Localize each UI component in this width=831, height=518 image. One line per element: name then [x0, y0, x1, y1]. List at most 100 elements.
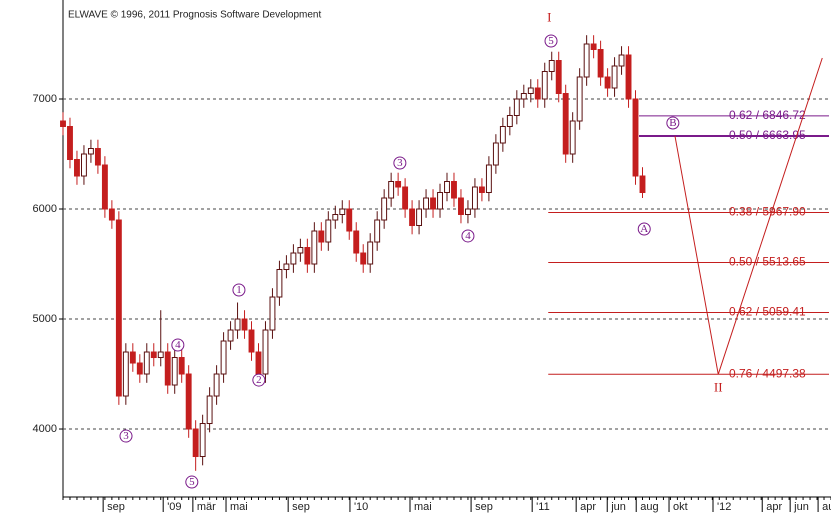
x-tick-label: apr — [580, 501, 596, 513]
x-tick-label: '09 — [167, 501, 181, 513]
retracement-label: 0.50 / 6663.95 — [729, 128, 806, 142]
candle-body — [604, 76, 611, 89]
wave-label: II — [714, 379, 723, 394]
candle-body — [520, 93, 527, 100]
candle-body — [395, 181, 402, 188]
wave-label: 4 — [465, 230, 471, 242]
candle-body — [548, 60, 555, 73]
candle-body — [136, 362, 143, 375]
candle-body — [255, 351, 262, 375]
candle-body — [108, 208, 115, 221]
candle-body — [346, 208, 353, 232]
candle-body — [381, 197, 388, 221]
candle-body — [569, 120, 576, 155]
x-tick-label: sep — [107, 501, 125, 513]
candle-body — [311, 230, 318, 265]
wave-label: A — [640, 223, 648, 235]
candle-body — [534, 87, 541, 100]
candle-body — [492, 142, 499, 166]
candle-body — [471, 186, 478, 210]
retracement-label: 0.76 / 4497.38 — [729, 366, 806, 380]
candle-body — [234, 318, 241, 331]
candle-body — [74, 159, 80, 177]
wave-circle — [637, 222, 651, 236]
y-tick-label: 5000 — [33, 313, 57, 325]
candle-body — [318, 230, 325, 243]
candle-body — [332, 214, 339, 221]
x-tick-label: '12 — [717, 501, 731, 513]
wave-label: 2 — [256, 374, 262, 386]
candle-body — [367, 241, 374, 265]
candle-body — [199, 423, 206, 458]
candle-body — [416, 208, 423, 227]
x-tick-label: mai — [230, 501, 248, 513]
candle-body — [625, 54, 632, 100]
x-tick-label: sep — [292, 501, 310, 513]
wave-label: 3 — [123, 430, 129, 442]
x-tick-label: '10 — [354, 501, 368, 513]
candle-body — [67, 126, 73, 161]
candle-body — [632, 98, 639, 177]
candle-body — [220, 340, 227, 375]
wave-label: 3 — [397, 157, 403, 169]
x-tick-label: apr — [766, 501, 782, 513]
retracement-label: 0.62 / 6846.72 — [729, 108, 806, 122]
candle-body — [262, 329, 269, 375]
candle-body — [94, 148, 101, 166]
candle-body — [206, 395, 213, 425]
wave-label: 1 — [236, 284, 242, 296]
candle-body — [499, 126, 506, 144]
candle-body — [227, 329, 234, 342]
candle-body — [513, 98, 520, 117]
wave-circle — [252, 373, 266, 387]
x-tick-label: okt — [673, 501, 688, 513]
projection-line — [674, 57, 823, 375]
wave-circle — [232, 283, 246, 297]
y-tick-label: 6000 — [33, 203, 57, 215]
retracement-label: 0.38 / 5967.90 — [729, 205, 806, 219]
candle-body — [87, 148, 94, 155]
candle-body — [122, 351, 129, 397]
candle-body — [143, 351, 150, 375]
candle-body — [541, 71, 548, 100]
candle-body — [611, 65, 618, 89]
candle-body — [485, 164, 492, 194]
candle-body — [290, 252, 297, 265]
candle-body — [248, 329, 255, 353]
candle-body — [213, 373, 220, 397]
candle-body — [437, 192, 443, 210]
x-tick-label: jun — [793, 501, 809, 513]
wave-label: I — [547, 10, 551, 25]
wave-circle — [544, 34, 558, 48]
x-tick-label: jun — [610, 501, 626, 513]
candle-body — [639, 175, 646, 194]
chart-title: ELWAVE © 1996, 2011 Prognosis Software D… — [68, 10, 321, 21]
candle-body — [597, 49, 604, 78]
wave-label: B — [669, 117, 676, 129]
candle-body — [527, 87, 534, 95]
candle-body — [129, 351, 136, 364]
candle-body — [192, 428, 199, 458]
candle-body — [81, 153, 87, 177]
wave-circle — [185, 475, 199, 489]
candle-body — [444, 181, 450, 194]
wave-label: 5 — [548, 35, 554, 47]
x-tick-label: sep — [475, 501, 493, 513]
wave-circle — [666, 116, 680, 130]
candle-body — [171, 357, 178, 386]
candle-body — [451, 181, 457, 199]
candle-body — [297, 247, 304, 254]
candle-body — [241, 318, 248, 331]
y-tick-label: 4000 — [33, 423, 57, 435]
candle-body — [353, 230, 360, 254]
candle-body — [409, 208, 416, 227]
candle-body — [185, 373, 192, 430]
wave-label: 5 — [189, 476, 195, 488]
x-tick-label: mär — [197, 501, 216, 513]
candle-body — [478, 186, 485, 194]
candle-body — [374, 219, 381, 243]
candle-body — [465, 208, 471, 216]
x-tick-label: aug — [640, 501, 658, 513]
